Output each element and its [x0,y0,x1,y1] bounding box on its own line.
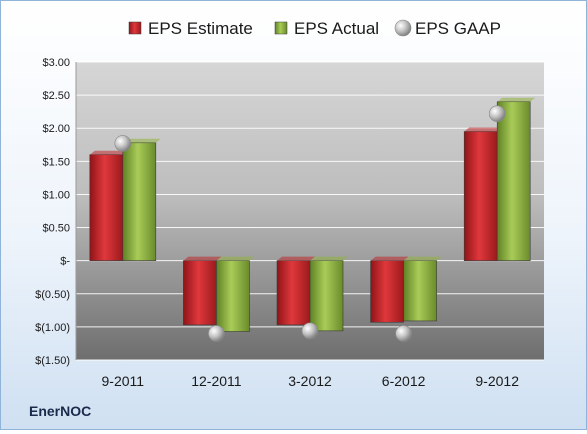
bar-top-face [370,256,409,261]
y-tick-label: $1.00 [42,189,70,201]
legend-label: EPS Estimate [148,19,253,38]
bar-eps-actual [496,101,531,261]
y-tick-label: $- [60,256,70,268]
y-tick-label: $3.00 [42,57,70,69]
gaap-marker [208,325,225,342]
legend-label: EPS GAAP [415,19,501,38]
bar-eps-estimate [370,260,404,323]
legend-marker [394,19,412,37]
x-tick-label: 9-2012 [475,373,519,389]
bar-top-face [497,97,536,102]
bar-eps-estimate [183,260,217,326]
legend-label: EPS Actual [294,19,379,38]
bar-eps-actual [122,142,157,261]
bar-eps-actual [403,260,437,322]
brand-label: EnerNOC [29,403,91,419]
bars [89,97,536,332]
y-tick-label: $2.00 [42,123,70,135]
x-tick-label: 12-2011 [191,373,242,389]
legend: EPS Estimate EPS Actual EPS GAAP [128,19,501,38]
y-tick-label: $(0.50) [35,289,70,301]
y-tick-label: $(1.50) [35,355,70,367]
bar-top-face [464,127,503,132]
bar-eps-estimate [276,260,311,326]
bar-eps-estimate [463,131,498,261]
y-tick-label: $(1.00) [35,322,70,334]
gaap-marker [301,322,319,340]
legend-swatch [128,21,142,35]
x-tick-label: 3-2012 [288,373,332,389]
bar-top-face [183,256,222,261]
bar-eps-estimate [89,154,124,261]
bar-top-face [122,138,161,143]
y-tick-label: $0.50 [42,223,70,235]
bar-eps-actual [309,260,344,332]
x-tick-label: 9-2011 [102,373,145,389]
gaap-marker [114,135,132,152]
bar-top-face [216,256,255,261]
gaap-marker [488,105,506,122]
bar-eps-actual [216,260,250,332]
bar-top-face [89,150,128,155]
gaap-markers [114,105,506,342]
bar-top-face [403,256,442,261]
legend-swatch [274,21,288,35]
gaap-marker [395,325,412,342]
bar-top-face [310,256,348,261]
x-axis: 9-2011 12-2011 3-2012 6-2012 9-2012 [102,373,520,389]
bar-top-face [277,256,315,261]
y-axis: $3.00 $2.50 $2.00 $1.50 $1.00 $0.50 $- $(0.50) $… [35,57,77,367]
y-tick-label: $1.50 [42,156,70,168]
x-tick-label: 6-2012 [382,373,426,389]
y-tick-label: $2.50 [42,90,70,102]
